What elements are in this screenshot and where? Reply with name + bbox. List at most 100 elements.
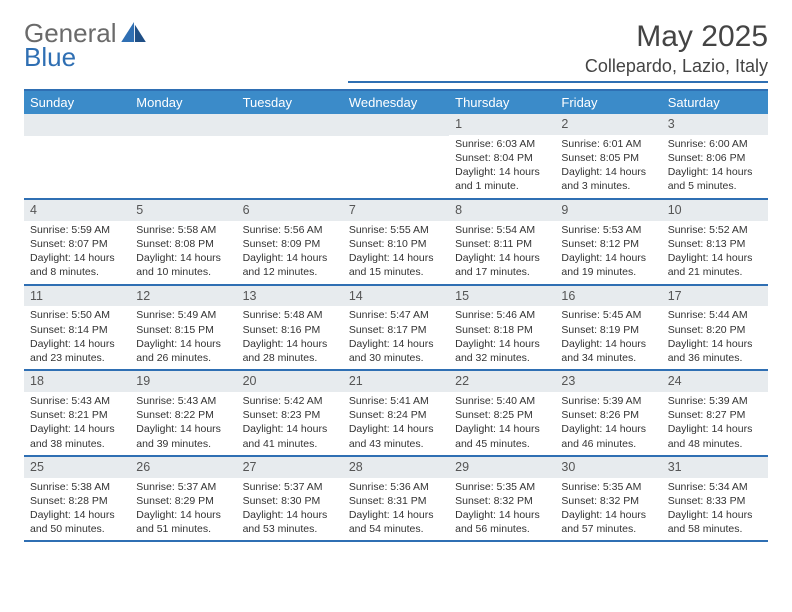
sunrise-text: Sunrise: 5:49 AM (136, 308, 230, 322)
daylight-text: Daylight: 14 hours and 58 minutes. (668, 508, 762, 536)
day-cell: 2Sunrise: 6:01 AMSunset: 8:05 PMDaylight… (555, 114, 661, 198)
title-block: May 2025 Collepardo, Lazio, Italy (348, 20, 768, 83)
sunrise-text: Sunrise: 5:47 AM (349, 308, 443, 322)
sunset-text: Sunset: 8:17 PM (349, 323, 443, 337)
sunrise-text: Sunrise: 5:48 AM (243, 308, 337, 322)
day-number: 7 (343, 200, 449, 221)
sunrise-text: Sunrise: 5:35 AM (455, 480, 549, 494)
day-number: 21 (343, 371, 449, 392)
sunrise-text: Sunrise: 5:59 AM (30, 223, 124, 237)
day-body: Sunrise: 6:00 AMSunset: 8:06 PMDaylight:… (662, 135, 768, 198)
dow-row: Sunday Monday Tuesday Wednesday Thursday… (24, 91, 768, 114)
daylight-text: Daylight: 14 hours and 1 minute. (455, 165, 549, 193)
dow-friday: Friday (555, 91, 661, 114)
brand-part2: Blue (24, 44, 147, 70)
daylight-text: Daylight: 14 hours and 3 minutes. (561, 165, 655, 193)
sunset-text: Sunset: 8:21 PM (30, 408, 124, 422)
daylight-text: Daylight: 14 hours and 30 minutes. (349, 337, 443, 365)
day-number: 12 (130, 286, 236, 307)
day-number: 16 (555, 286, 661, 307)
day-cell: 3Sunrise: 6:00 AMSunset: 8:06 PMDaylight… (662, 114, 768, 198)
sunset-text: Sunset: 8:29 PM (136, 494, 230, 508)
day-body: Sunrise: 5:37 AMSunset: 8:30 PMDaylight:… (237, 478, 343, 541)
week-row: 18Sunrise: 5:43 AMSunset: 8:21 PMDayligh… (24, 371, 768, 457)
day-cell: 28Sunrise: 5:36 AMSunset: 8:31 PMDayligh… (343, 457, 449, 541)
day-cell (130, 114, 236, 198)
daylight-text: Daylight: 14 hours and 41 minutes. (243, 422, 337, 450)
daylight-text: Daylight: 14 hours and 53 minutes. (243, 508, 337, 536)
day-body: Sunrise: 5:58 AMSunset: 8:08 PMDaylight:… (130, 221, 236, 284)
daylight-text: Daylight: 14 hours and 54 minutes. (349, 508, 443, 536)
day-body: Sunrise: 5:39 AMSunset: 8:26 PMDaylight:… (555, 392, 661, 455)
sunset-text: Sunset: 8:12 PM (561, 237, 655, 251)
day-body: Sunrise: 5:41 AMSunset: 8:24 PMDaylight:… (343, 392, 449, 455)
day-body: Sunrise: 5:50 AMSunset: 8:14 PMDaylight:… (24, 306, 130, 369)
sunset-text: Sunset: 8:18 PM (455, 323, 549, 337)
day-cell: 14Sunrise: 5:47 AMSunset: 8:17 PMDayligh… (343, 286, 449, 370)
day-body: Sunrise: 5:42 AMSunset: 8:23 PMDaylight:… (237, 392, 343, 455)
daylight-text: Daylight: 14 hours and 32 minutes. (455, 337, 549, 365)
sunrise-text: Sunrise: 5:52 AM (668, 223, 762, 237)
day-number: 24 (662, 371, 768, 392)
day-cell (343, 114, 449, 198)
dow-tuesday: Tuesday (237, 91, 343, 114)
sunset-text: Sunset: 8:22 PM (136, 408, 230, 422)
day-number (24, 114, 130, 136)
sunrise-text: Sunrise: 5:35 AM (561, 480, 655, 494)
sunset-text: Sunset: 8:30 PM (243, 494, 337, 508)
sunset-text: Sunset: 8:05 PM (561, 151, 655, 165)
sunset-text: Sunset: 8:15 PM (136, 323, 230, 337)
sunrise-text: Sunrise: 5:37 AM (136, 480, 230, 494)
day-body: Sunrise: 5:59 AMSunset: 8:07 PMDaylight:… (24, 221, 130, 284)
sunset-text: Sunset: 8:08 PM (136, 237, 230, 251)
month-title: May 2025 (348, 20, 768, 54)
sunrise-text: Sunrise: 5:41 AM (349, 394, 443, 408)
day-body: Sunrise: 5:43 AMSunset: 8:22 PMDaylight:… (130, 392, 236, 455)
sunset-text: Sunset: 8:14 PM (30, 323, 124, 337)
sunset-text: Sunset: 8:16 PM (243, 323, 337, 337)
day-cell: 26Sunrise: 5:37 AMSunset: 8:29 PMDayligh… (130, 457, 236, 541)
calendar-page: GeneralBlue May 2025 Collepardo, Lazio, … (0, 0, 792, 562)
day-cell: 22Sunrise: 5:40 AMSunset: 8:25 PMDayligh… (449, 371, 555, 455)
day-body: Sunrise: 5:49 AMSunset: 8:15 PMDaylight:… (130, 306, 236, 369)
day-cell: 31Sunrise: 5:34 AMSunset: 8:33 PMDayligh… (662, 457, 768, 541)
sunset-text: Sunset: 8:19 PM (561, 323, 655, 337)
daylight-text: Daylight: 14 hours and 28 minutes. (243, 337, 337, 365)
day-cell: 13Sunrise: 5:48 AMSunset: 8:16 PMDayligh… (237, 286, 343, 370)
sunset-text: Sunset: 8:32 PM (561, 494, 655, 508)
day-number: 29 (449, 457, 555, 478)
day-body: Sunrise: 5:52 AMSunset: 8:13 PMDaylight:… (662, 221, 768, 284)
daylight-text: Daylight: 14 hours and 57 minutes. (561, 508, 655, 536)
daylight-text: Daylight: 14 hours and 43 minutes. (349, 422, 443, 450)
week-row: 25Sunrise: 5:38 AMSunset: 8:28 PMDayligh… (24, 457, 768, 543)
day-body: Sunrise: 5:47 AMSunset: 8:17 PMDaylight:… (343, 306, 449, 369)
day-body (24, 136, 130, 198)
day-number: 20 (237, 371, 343, 392)
sunrise-text: Sunrise: 5:44 AM (668, 308, 762, 322)
sunset-text: Sunset: 8:32 PM (455, 494, 549, 508)
daylight-text: Daylight: 14 hours and 5 minutes. (668, 165, 762, 193)
day-number: 22 (449, 371, 555, 392)
day-cell: 15Sunrise: 5:46 AMSunset: 8:18 PMDayligh… (449, 286, 555, 370)
day-number: 1 (449, 114, 555, 135)
sunrise-text: Sunrise: 5:38 AM (30, 480, 124, 494)
daylight-text: Daylight: 14 hours and 17 minutes. (455, 251, 549, 279)
sunset-text: Sunset: 8:31 PM (349, 494, 443, 508)
day-number: 13 (237, 286, 343, 307)
day-number: 28 (343, 457, 449, 478)
sunrise-text: Sunrise: 5:43 AM (30, 394, 124, 408)
day-cell: 9Sunrise: 5:53 AMSunset: 8:12 PMDaylight… (555, 200, 661, 284)
sunrise-text: Sunrise: 5:40 AM (455, 394, 549, 408)
sunset-text: Sunset: 8:09 PM (243, 237, 337, 251)
daylight-text: Daylight: 14 hours and 26 minutes. (136, 337, 230, 365)
day-number: 11 (24, 286, 130, 307)
day-body: Sunrise: 5:53 AMSunset: 8:12 PMDaylight:… (555, 221, 661, 284)
sunset-text: Sunset: 8:25 PM (455, 408, 549, 422)
day-number: 9 (555, 200, 661, 221)
brand-logo: GeneralBlue (24, 20, 147, 70)
daylight-text: Daylight: 14 hours and 50 minutes. (30, 508, 124, 536)
day-number (237, 114, 343, 136)
day-number: 4 (24, 200, 130, 221)
sunset-text: Sunset: 8:04 PM (455, 151, 549, 165)
day-cell: 10Sunrise: 5:52 AMSunset: 8:13 PMDayligh… (662, 200, 768, 284)
